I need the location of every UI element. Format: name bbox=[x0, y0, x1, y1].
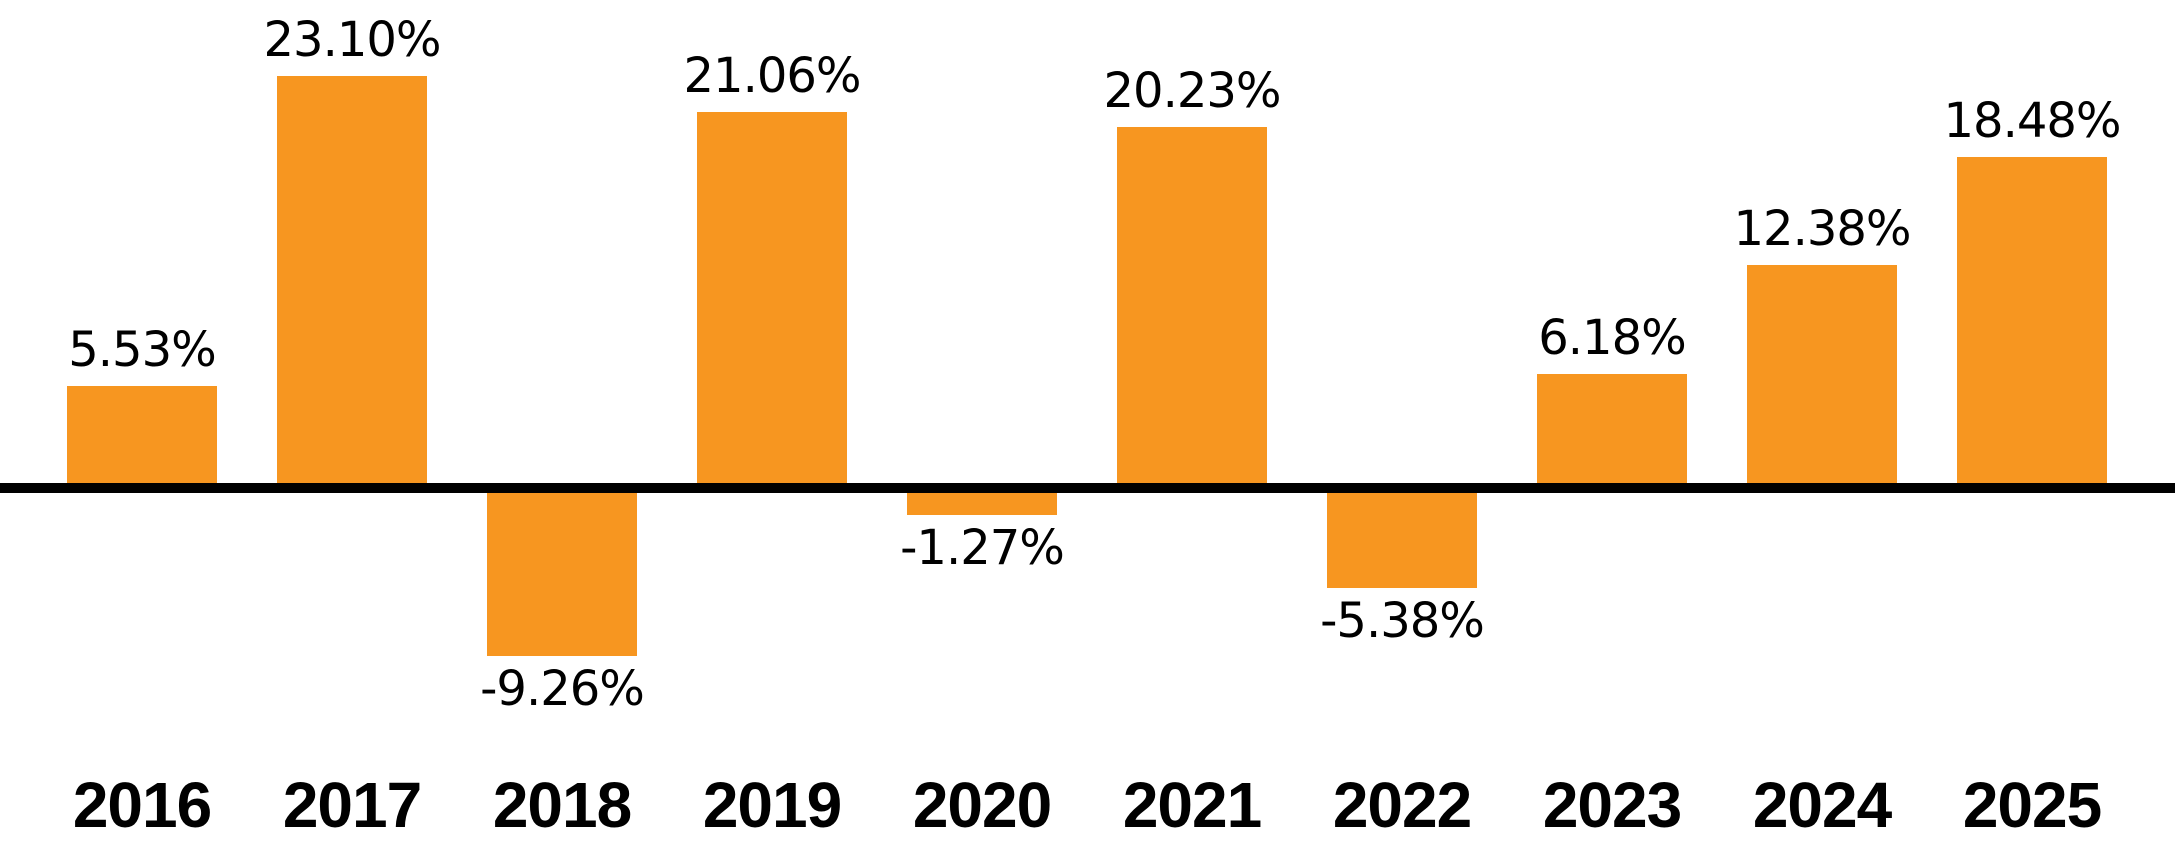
bar-2025 bbox=[1957, 157, 2107, 483]
bar-value-label: 6.18% bbox=[1538, 309, 1686, 366]
bar-2023 bbox=[1537, 374, 1687, 483]
bar-value-label: 20.23% bbox=[1103, 62, 1281, 119]
bar-2021 bbox=[1117, 127, 1267, 483]
bar-value-label: -1.27% bbox=[900, 520, 1065, 576]
x-axis-label-2023: 2023 bbox=[1542, 769, 1682, 841]
bar-2020 bbox=[907, 493, 1057, 515]
bar-value-label: -9.26% bbox=[480, 661, 645, 717]
bar-value-label: 18.48% bbox=[1943, 92, 2121, 149]
bar-value-label: 23.10% bbox=[263, 11, 441, 68]
bar-2019 bbox=[697, 112, 847, 483]
x-axis-label-2019: 2019 bbox=[702, 769, 842, 841]
x-axis-label-2022: 2022 bbox=[1332, 769, 1472, 841]
x-axis-label-2017: 2017 bbox=[282, 769, 422, 841]
x-axis-label-2016: 2016 bbox=[72, 769, 212, 841]
bar-2016 bbox=[67, 386, 217, 483]
x-axis-label-2025: 2025 bbox=[1962, 769, 2102, 841]
bar-2018 bbox=[487, 493, 637, 656]
bar-2024 bbox=[1747, 265, 1897, 483]
x-axis-label-2018: 2018 bbox=[492, 769, 632, 841]
bar-value-label: -5.38% bbox=[1320, 593, 1485, 649]
x-axis-label-2021: 2021 bbox=[1122, 769, 1262, 841]
bar-2017 bbox=[277, 76, 427, 483]
zero-axis-line bbox=[0, 483, 2175, 493]
bar-value-label: 12.38% bbox=[1733, 200, 1911, 257]
bar-value-label: 5.53% bbox=[68, 321, 216, 378]
x-axis-label-2024: 2024 bbox=[1752, 769, 1892, 841]
bar-2022 bbox=[1327, 493, 1477, 588]
x-axis-label-2020: 2020 bbox=[912, 769, 1052, 841]
bar-value-label: 21.06% bbox=[683, 47, 861, 104]
